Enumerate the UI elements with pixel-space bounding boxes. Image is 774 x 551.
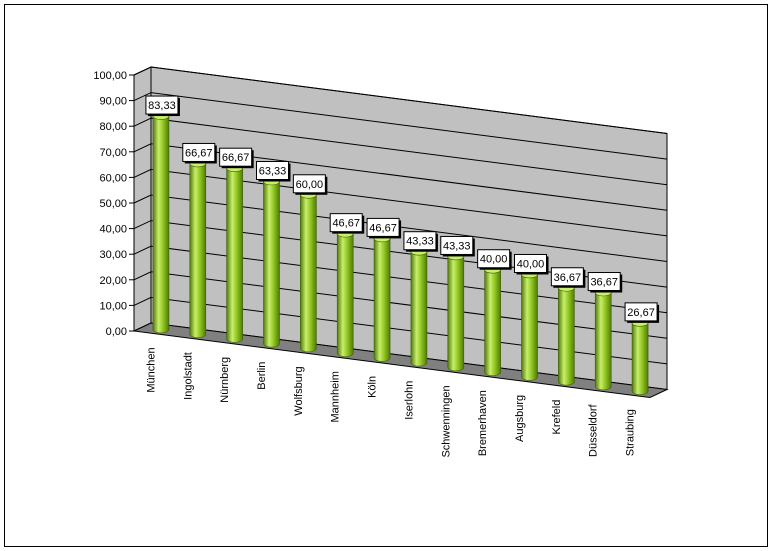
data-label-box (624, 302, 658, 322)
x-tick-label: Schwenningen (440, 385, 452, 457)
bar-body (336, 233, 354, 357)
data-label-box (477, 249, 511, 269)
y-tick-label: 30,00 (99, 249, 127, 261)
x-tick-label: Bremerhaven (477, 390, 489, 456)
data-label: 60,00 (296, 179, 324, 191)
x-tick-label: Iserlohn (403, 381, 415, 420)
bar-body (189, 163, 207, 338)
bar-body (558, 287, 575, 386)
bar (447, 252, 465, 372)
data-label: 26,67 (627, 307, 655, 319)
y-tick-label: 10,00 (99, 300, 127, 312)
data-label-box (256, 161, 289, 181)
data-label-box (587, 272, 621, 292)
y-tick-label: 40,00 (99, 224, 127, 236)
gridline (133, 117, 668, 186)
data-label: 43,33 (443, 240, 471, 252)
data-label-box (403, 231, 437, 251)
bar-body (300, 194, 317, 353)
x-tick-label: Nürnberg (219, 357, 231, 403)
data-label: 46,67 (369, 222, 397, 234)
x-tick-label: Berlin (256, 362, 268, 390)
data-label-box (292, 174, 326, 194)
bar (594, 288, 612, 391)
gridline (133, 92, 668, 160)
data-label: 63,33 (259, 166, 287, 178)
bar (336, 229, 354, 357)
bar (373, 234, 391, 362)
data-label-box (366, 217, 400, 237)
data-label: 36,67 (554, 272, 582, 284)
data-label: 66,67 (185, 147, 213, 159)
bar (631, 319, 649, 395)
gridline (133, 194, 668, 262)
bar-body (521, 274, 538, 381)
x-tick-label: Straubing (625, 409, 637, 456)
bar (521, 270, 538, 381)
x-tick-label: Düsseldorf (588, 403, 600, 457)
data-label-box (550, 267, 584, 287)
data-label: 43,33 (406, 236, 434, 248)
data-label-box (182, 142, 216, 162)
data-label: 36,67 (590, 277, 618, 289)
bar-body (263, 181, 280, 348)
bar (410, 247, 428, 367)
bar-body (226, 167, 243, 343)
data-label: 40,00 (480, 254, 508, 266)
y-tick-label: 20,00 (99, 275, 127, 287)
y-tick-label: 100,00 (93, 70, 127, 82)
bar (226, 164, 243, 343)
x-tick-label: Mannheim (330, 371, 342, 422)
y-tick-label: 60,00 (99, 172, 127, 184)
bar-body (594, 292, 612, 391)
x-tick-label: Krefeld (551, 400, 563, 435)
data-label-box (219, 147, 253, 167)
gridline (133, 168, 668, 237)
chart-frame (4, 4, 768, 547)
gridline (133, 143, 668, 211)
data-label: 83,33 (148, 100, 176, 112)
bar-body (373, 238, 391, 362)
x-tick-label: München (145, 347, 157, 392)
bar (300, 190, 317, 353)
bar (558, 283, 575, 386)
bar-body (152, 115, 170, 334)
bar (152, 112, 170, 334)
data-label-box (145, 95, 179, 115)
bar (189, 159, 207, 338)
data-label: 40,00 (517, 258, 545, 270)
y-tick-label: 0,00 (106, 326, 127, 338)
gridline (133, 66, 668, 134)
y-tick-label: 50,00 (99, 198, 127, 210)
data-label: 66,67 (222, 152, 250, 164)
bar-body (447, 256, 465, 372)
y-tick-label: 80,00 (99, 121, 127, 133)
bar-body (410, 251, 428, 367)
bar (263, 177, 280, 348)
y-tick-label: 90,00 (99, 96, 127, 108)
data-label-box (440, 235, 474, 255)
x-tick-label: Ingolstadt (182, 352, 194, 400)
y-tick-label: 70,00 (99, 147, 127, 159)
bar (484, 265, 501, 376)
data-label-box (514, 253, 547, 273)
x-tick-label: Augsburg (514, 395, 526, 442)
x-tick-label: Wolfsburg (293, 366, 305, 415)
data-label-box (329, 213, 363, 233)
bar-body (631, 322, 649, 395)
bar-body (484, 269, 501, 376)
x-tick-label: Köln (367, 376, 379, 398)
data-label: 46,67 (332, 218, 360, 230)
